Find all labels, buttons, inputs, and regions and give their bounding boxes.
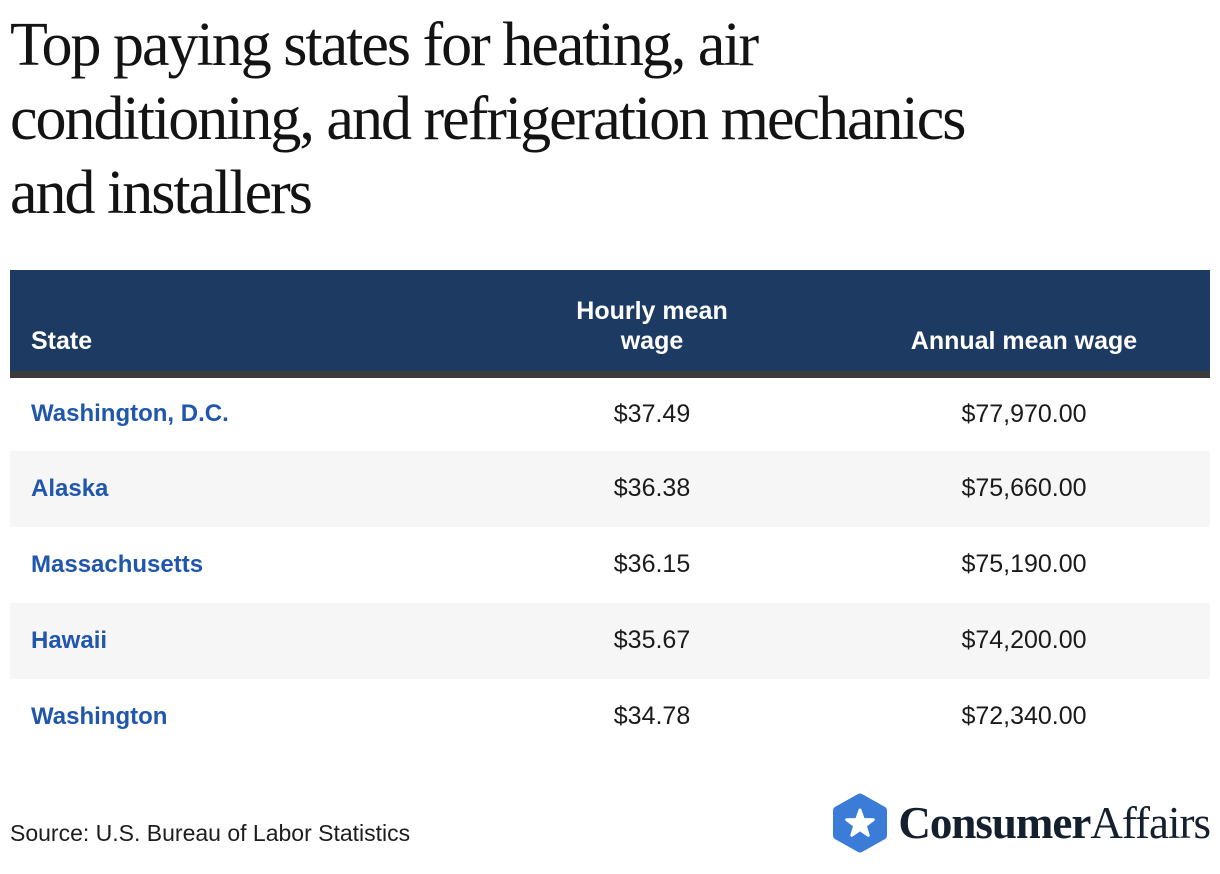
column-header-hourly-mean-wage: Hourly mean wage [466, 270, 838, 378]
hourly-mean-wage-cell: $35.67 [466, 602, 838, 679]
hourly-mean-wage-cell: $37.49 [613, 399, 691, 428]
logo-text-affairs: Affairs [1090, 797, 1211, 848]
column-header-annual-label: Annual mean wage [910, 327, 1138, 355]
wage-table: State Hourly mean wage Annual mean wage … [10, 270, 1210, 755]
hourly-mean-wage-cell: $34.78 [613, 702, 691, 730]
annual-mean-wage-cell: $75,660.00 [838, 450, 1210, 527]
state-cell: Hawaii [10, 602, 466, 679]
header-row: State Hourly mean wage Annual mean wage [10, 270, 1210, 378]
logo-text-consumer: Consumer [898, 797, 1091, 848]
table-row: Hawaii $35.67 $74,200.00 [10, 602, 1210, 679]
star-hexagon-icon [833, 793, 888, 852]
table-row: Washington, D.C. $37.49 $77,970.00 [10, 375, 1210, 451]
state-link[interactable]: Alaska [31, 474, 109, 502]
title-line-3: and installers [10, 159, 313, 227]
column-header-state-label: State [31, 327, 93, 355]
column-header-hourly-label: Hourly mean wage [576, 297, 728, 355]
title-line-1: Top paying states for heating, air [10, 11, 759, 79]
column-header-state: State [10, 270, 466, 378]
state-cell: Washington, D.C. [10, 375, 466, 451]
state-link[interactable]: Massachusetts [31, 550, 204, 578]
annual-mean-wage-cell: $77,970.00 [961, 399, 1087, 428]
table-header: State Hourly mean wage Annual mean wage [10, 270, 1210, 378]
table-body: Washington, D.C. $37.49 $77,970.00 Alask… [10, 375, 1210, 755]
state-link[interactable]: Hawaii [31, 626, 108, 654]
annual-mean-wage-cell: $72,340.00 [961, 702, 1087, 730]
page-title: Top paying states for heating, air condi… [10, 8, 1210, 230]
hourly-mean-wage-cell: $36.15 [613, 550, 691, 578]
column-header-annual-mean-wage: Annual mean wage [838, 270, 1210, 378]
title-line-2: conditioning, and refrigeration mechanic… [10, 85, 966, 153]
annual-mean-wage-cell: $75,190.00 [961, 550, 1087, 578]
state-cell: Alaska [10, 450, 466, 527]
table-row: Washington $34.78 $72,340.00 [10, 679, 1210, 755]
table-row: Alaska $36.38 $75,660.00 [10, 450, 1210, 527]
state-cell: Massachusetts [10, 527, 466, 603]
footer: Source: U.S. Bureau of Labor Statistics … [10, 793, 1211, 853]
annual-mean-wage-cell: $74,200.00 [838, 602, 1210, 679]
logo-wordmark: ConsumerAffairs [898, 794, 1211, 852]
state-cell: Washington [10, 679, 466, 755]
source-note: Source: U.S. Bureau of Labor Statistics [10, 819, 411, 846]
hourly-mean-wage-cell: $36.38 [466, 450, 838, 527]
state-link[interactable]: Washington, D.C. [31, 400, 229, 428]
state-link[interactable]: Washington [31, 702, 168, 730]
table-row: Massachusetts $36.15 $75,190.00 [10, 527, 1210, 603]
consumeraffairs-logo: ConsumerAffairs [831, 793, 1211, 853]
